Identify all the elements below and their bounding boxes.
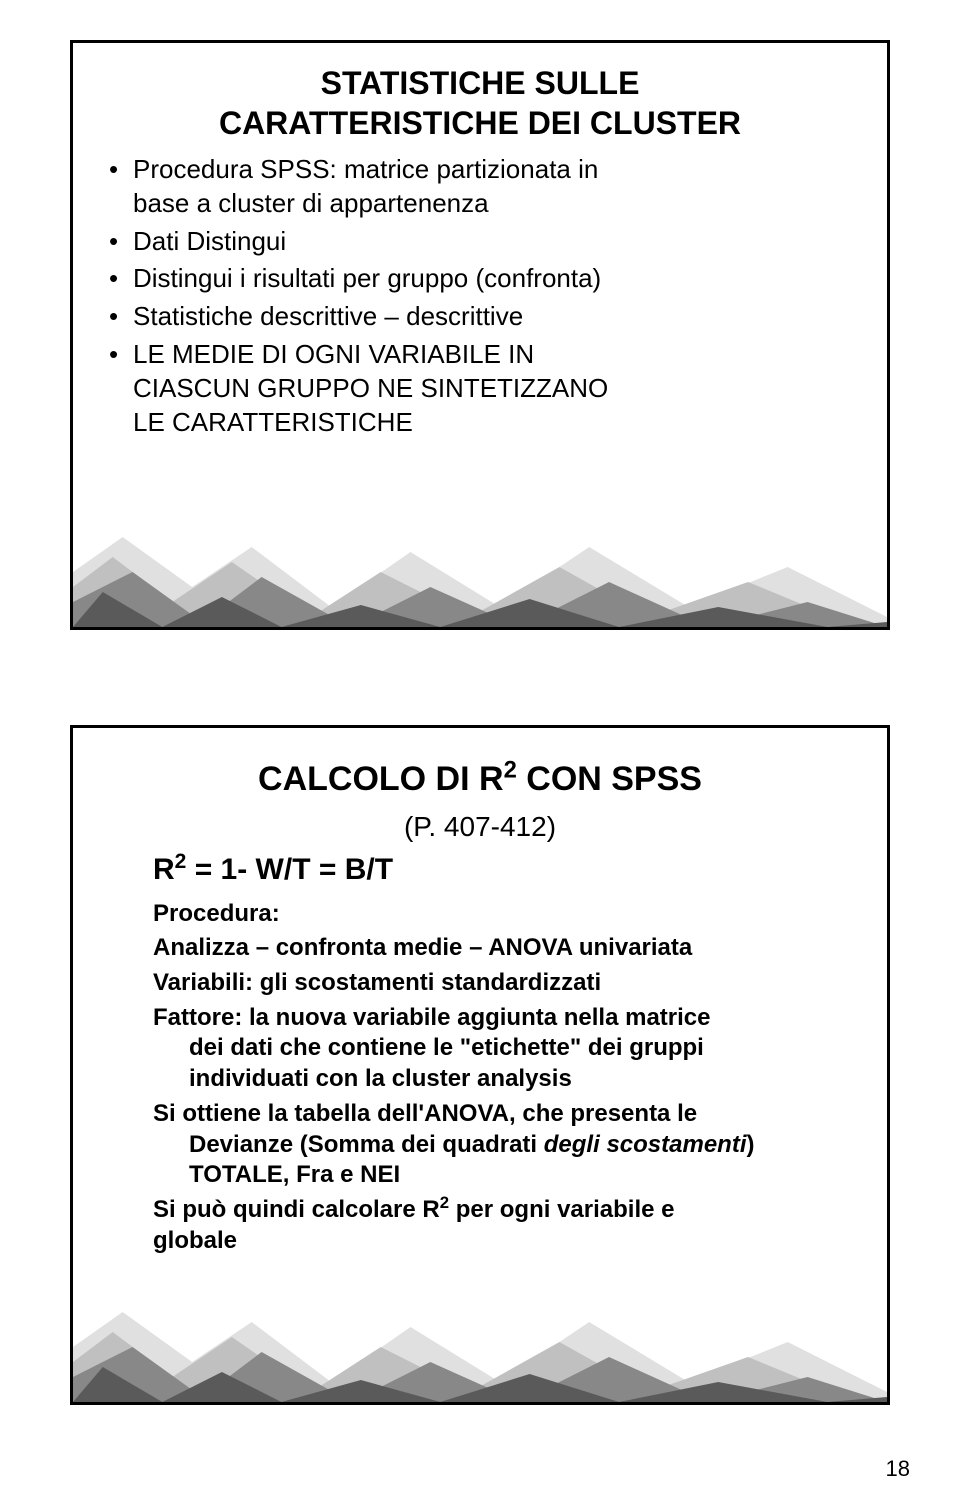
slide-1: STATISTICHE SULLE CARATTERISTICHE DEI CL… [70,40,890,630]
title-line-1: STATISTICHE SULLE [103,63,857,103]
slide-2-title: CALCOLO DI R2 CON SPSS [73,728,887,811]
mountain-decoration-2 [73,1252,887,1402]
slide-2-content: Procedura: Analizza – confronta medie – … [73,899,887,1257]
slide-2-subtitle: (P. 407-412) [73,811,887,843]
fattore-line: Fattore: la nuova variabile aggiunta nel… [153,1003,837,1095]
page-number: 18 [886,1456,910,1482]
sipuo-line: Si può quindi calcolare R2 per ogni vari… [153,1195,837,1256]
variabili-line: Variabili: gli scostamenti standardizzat… [153,968,837,999]
title-line-2: CARATTERISTICHE DEI CLUSTER [103,103,857,143]
bullet-4: Statistiche descrittive – descrittive [133,300,847,334]
bullet-1: Procedura SPSS: matrice partizionata in … [133,153,847,221]
procedura-label: Procedura: [153,899,837,930]
bullet-3: Distingui i risultati per gruppo (confro… [133,262,847,296]
bullet-2: Dati Distingui [133,225,847,259]
siottiene-line: Si ottiene la tabella dell'ANOVA, che pr… [153,1099,837,1191]
slide-2: CALCOLO DI R2 CON SPSS (P. 407-412) R2 =… [70,725,890,1405]
slide-1-title: STATISTICHE SULLE CARATTERISTICHE DEI CL… [73,43,887,153]
mountain-decoration [73,477,887,627]
bullet-5: LE MEDIE DI OGNI VARIABILE IN CIASCUN GR… [133,338,847,439]
analizza-line: Analizza – confronta medie – ANOVA univa… [153,933,837,964]
r2-equation: R2 = 1- W/T = B/T [73,853,887,887]
slide-1-content: Procedura SPSS: matrice partizionata in … [73,153,887,439]
